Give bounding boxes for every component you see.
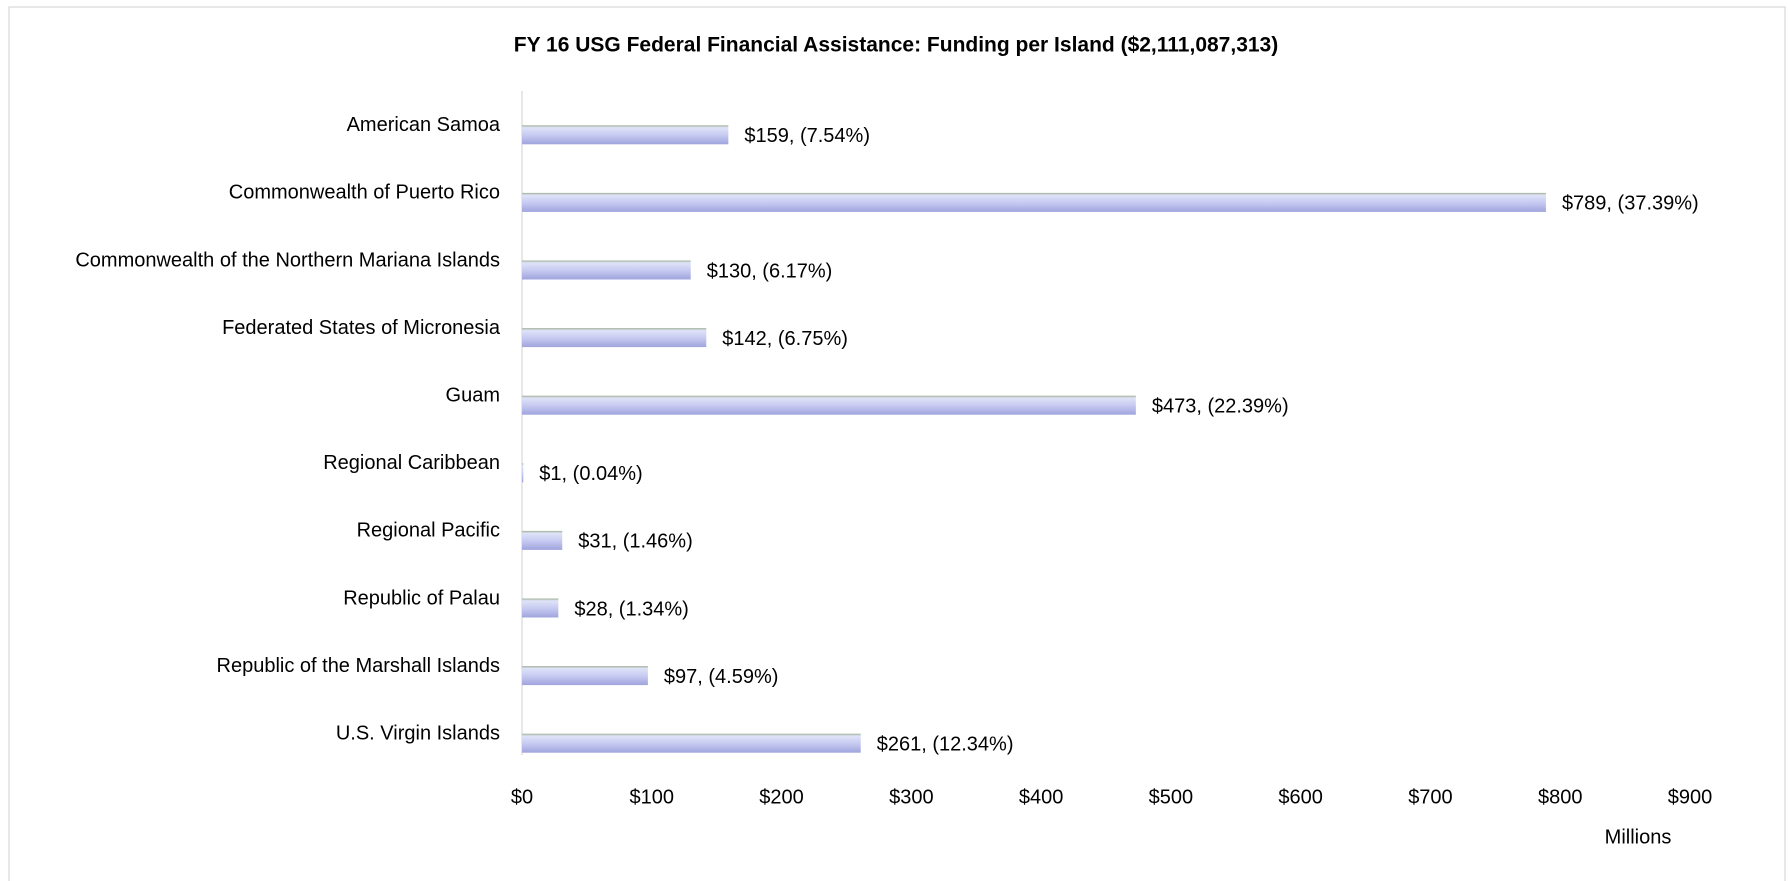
- bar: [522, 260, 691, 280]
- bar: [522, 733, 861, 753]
- y-tick-label: U.S. Virgin Islands: [336, 722, 500, 744]
- bar: [522, 530, 563, 550]
- y-tick-label: Guam: [446, 384, 500, 406]
- x-tick-label: $900: [1668, 786, 1713, 808]
- y-tick-label: Commonwealth of Puerto Rico: [229, 182, 500, 204]
- x-tick-label: $400: [1019, 786, 1064, 808]
- bar: [522, 463, 524, 483]
- x-axis-label: Millions: [1605, 826, 1672, 848]
- data-label: $97, (4.59%): [664, 666, 779, 688]
- data-label: $130, (6.17%): [707, 260, 833, 282]
- data-label: $31, (1.46%): [578, 531, 693, 553]
- y-tick-label: Republic of the Marshall Islands: [217, 655, 500, 677]
- x-tick-label: $700: [1408, 786, 1453, 808]
- data-label: $1, (0.04%): [539, 463, 642, 485]
- data-label: $261, (12.34%): [877, 733, 1014, 755]
- x-tick-label: $0: [511, 786, 533, 808]
- data-label: $28, (1.34%): [574, 598, 689, 620]
- data-label: $789, (37.39%): [1562, 193, 1699, 215]
- x-tick-label: $600: [1278, 786, 1323, 808]
- y-tick-label: Republic of Palau: [343, 587, 500, 609]
- data-label: $142, (6.75%): [722, 328, 848, 350]
- bar: [522, 395, 1136, 415]
- x-tick-label: $300: [889, 786, 934, 808]
- x-tick-label: $200: [759, 786, 804, 808]
- y-tick-label: Regional Pacific: [357, 520, 500, 542]
- x-tick-label: $500: [1149, 786, 1194, 808]
- bar: [522, 666, 648, 686]
- y-tick-label: Regional Caribbean: [323, 452, 500, 474]
- data-label: $159, (7.54%): [744, 125, 870, 147]
- bar: [522, 125, 729, 145]
- y-tick-label: American Samoa: [347, 114, 501, 136]
- chart-title: FY 16 USG Federal Financial Assistance: …: [514, 34, 1278, 57]
- x-tick-label: $800: [1538, 786, 1583, 808]
- y-tick-label: Commonwealth of the Northern Mariana Isl…: [75, 249, 500, 271]
- chart-border: [8, 6, 1786, 881]
- y-tick-label: Federated States of Micronesia: [222, 317, 501, 339]
- bar: [522, 598, 559, 618]
- bar: [522, 192, 1546, 212]
- data-label: $473, (22.39%): [1152, 395, 1289, 417]
- x-tick-label: $100: [630, 786, 675, 808]
- bar: [522, 328, 707, 348]
